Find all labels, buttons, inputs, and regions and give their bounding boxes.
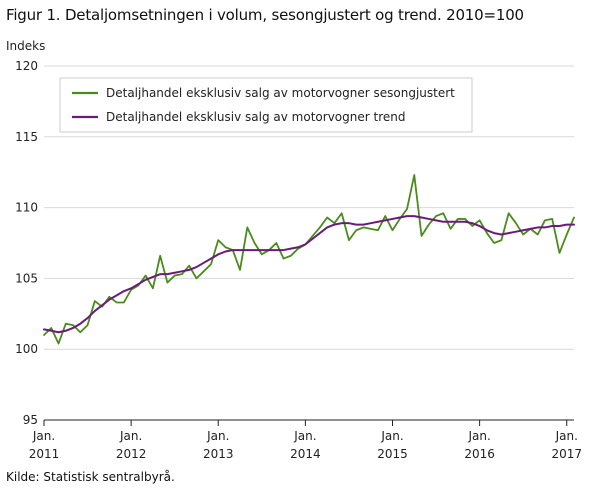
series-line-sesongjustert [43,174,575,345]
y-tick-labels: 95 100 105 110 115 120 [15,59,38,427]
x-tick-label-month-2017: Jan. [555,429,578,443]
x-tick-label-year-2015: 2015 [377,447,408,461]
gridlines [44,65,574,350]
legend-label-trend: Detaljhandel eksklusiv salg av motorvogn… [106,110,405,124]
series-lines [43,174,575,345]
x-tick-labels: Jan. 2011 Jan. 2012 Jan. 2013 Jan. 2014 Jan. 2015… [29,429,582,461]
x-tick-label-year-2014: 2014 [290,447,321,461]
y-tick-label-95: 95 [23,413,38,427]
y-tick-label-110: 110 [15,201,38,215]
y-tick-label-105: 105 [15,271,38,285]
x-tick-label-year-2011: 2011 [29,447,60,461]
series-line-trend [43,215,575,334]
x-tick-label-month-2011: Jan. [32,429,55,443]
x-tick-label-year-2012: 2012 [116,447,147,461]
y-axis-label: Indeks [6,39,45,53]
legend-label-sesongjustert: Detaljhandel eksklusiv salg av motorvogn… [106,86,455,100]
legend: Detaljhandel eksklusiv salg av motorvogn… [59,77,473,133]
chart-title: Figur 1. Detaljomsetningen i volum, seso… [6,6,524,24]
y-tick-label-115: 115 [15,130,38,144]
y-tick-label-120: 120 [15,59,38,73]
x-tick-label-year-2017: 2017 [551,447,582,461]
x-tick-label-month-2015: Jan. [380,429,403,443]
axes [43,419,574,426]
source-note: Kilde: Statistisk sentralbyrå. [6,470,175,484]
x-tick-label-month-2013: Jan. [206,429,229,443]
x-tick-label-month-2014: Jan. [293,429,316,443]
x-tick-label-year-2016: 2016 [464,447,495,461]
y-tick-label-100: 100 [15,342,38,356]
legend-box [59,77,473,133]
x-tick-label-year-2013: 2013 [203,447,234,461]
x-tick-label-month-2016: Jan. [467,429,490,443]
x-tick-label-month-2012: Jan. [119,429,142,443]
